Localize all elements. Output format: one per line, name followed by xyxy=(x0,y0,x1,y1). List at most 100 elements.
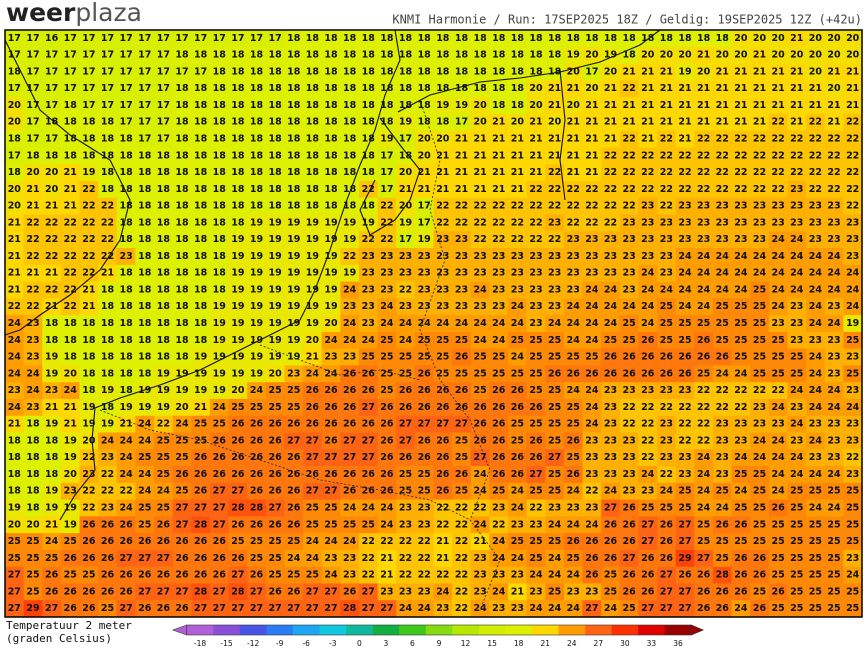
temp-label: 24 xyxy=(380,301,394,312)
temp-label: 21 xyxy=(492,150,505,161)
temp-cell xyxy=(116,180,136,199)
temp-cell xyxy=(414,281,434,299)
temp-label: 18 xyxy=(82,134,96,145)
temp-label: 26 xyxy=(64,586,78,597)
temp-label: 23 xyxy=(45,385,58,396)
temp-cell xyxy=(582,164,602,182)
temp-cell xyxy=(396,147,416,165)
temp-label: 27 xyxy=(418,419,431,430)
temp-cell xyxy=(5,197,25,215)
temp-label: 18 xyxy=(157,234,171,245)
temp-label: 22 xyxy=(809,134,822,145)
temp-label: 17 xyxy=(45,66,58,77)
temp-cell xyxy=(284,231,304,249)
temp-cell xyxy=(470,348,490,366)
temp-label: 24 xyxy=(585,402,599,413)
temp-label: 24 xyxy=(343,335,357,346)
temp-label: 24 xyxy=(604,603,618,614)
temp-cell xyxy=(135,80,155,98)
temp-label: 23 xyxy=(623,435,636,446)
temp-label: 22 xyxy=(399,284,412,295)
temp-label: 24 xyxy=(697,502,711,513)
temp-label: 20 xyxy=(734,50,748,61)
temp-label: 22 xyxy=(26,301,39,312)
temp-label: 24 xyxy=(418,603,432,614)
temp-cell xyxy=(154,130,174,148)
temp-cell xyxy=(303,63,323,81)
temp-cell xyxy=(414,147,434,165)
temp-label: 18 xyxy=(287,184,301,195)
temp-label: 19 xyxy=(45,502,58,513)
temp-label: 18 xyxy=(716,33,730,44)
temp-label: 24 xyxy=(846,284,860,295)
temp-label: 27 xyxy=(678,519,691,530)
temp-cell xyxy=(98,214,118,232)
temp-cell xyxy=(228,147,248,165)
temp-label: 24 xyxy=(716,268,730,279)
temp-label: 25 xyxy=(548,419,561,430)
temp-cell xyxy=(582,80,602,98)
temp-cell xyxy=(247,63,267,81)
temp-label: 24 xyxy=(138,469,152,480)
temp-cell xyxy=(377,63,397,81)
temp-label: 25 xyxy=(809,603,822,614)
temp-label: 26 xyxy=(175,469,189,480)
temp-label: 18 xyxy=(287,66,301,77)
temp-label: 25 xyxy=(809,536,822,547)
temp-label: 18 xyxy=(45,469,59,480)
temp-label: 24 xyxy=(697,469,711,480)
temp-label: 19 xyxy=(306,301,319,312)
temp-cell xyxy=(377,298,397,316)
temp-label: 25 xyxy=(8,536,21,547)
colorbar-segment xyxy=(585,625,612,635)
temp-label: 22 xyxy=(660,184,673,195)
colorbar-segment xyxy=(425,625,453,635)
temp-cell xyxy=(172,197,192,215)
temp-label: 26 xyxy=(716,519,730,530)
temp-label: 25 xyxy=(846,368,859,379)
temp-label: 25 xyxy=(809,553,822,564)
temp-cell xyxy=(303,164,323,182)
temp-label: 24 xyxy=(790,385,804,396)
temp-cell xyxy=(452,164,472,182)
temp-label: 25 xyxy=(846,335,859,346)
temp-label: 18 xyxy=(138,335,152,346)
temp-cell xyxy=(768,315,788,333)
temp-cell xyxy=(843,214,863,232)
temp-label: 24 xyxy=(827,318,841,329)
temp-cell xyxy=(731,231,751,249)
temp-label: 22 xyxy=(362,536,375,547)
temp-label: 26 xyxy=(436,435,450,446)
colorbar-segment xyxy=(478,625,506,635)
temp-cell xyxy=(675,315,695,333)
temp-label: 23 xyxy=(529,251,542,262)
temp-label: 24 xyxy=(809,251,823,262)
temp-cell xyxy=(79,298,99,316)
temp-label: 26 xyxy=(660,536,674,547)
temp-label: 21 xyxy=(529,150,542,161)
temp-cell xyxy=(247,298,267,316)
temp-label: 18 xyxy=(175,201,189,212)
temp-label: 23 xyxy=(567,234,580,245)
temp-cell xyxy=(712,331,733,350)
temp-cell xyxy=(340,46,360,65)
temp-label: 21 xyxy=(809,100,822,111)
temp-label: 26 xyxy=(473,419,487,430)
temp-label: 27 xyxy=(604,502,617,513)
temp-label: 25 xyxy=(26,570,39,581)
temp-label: 27 xyxy=(529,469,542,480)
temp-label: 18 xyxy=(511,100,525,111)
temp-cell xyxy=(787,113,807,132)
temp-cell xyxy=(303,180,323,199)
temp-label: 18 xyxy=(45,435,59,446)
temp-label: 25 xyxy=(8,553,21,564)
temp-cell xyxy=(191,315,211,333)
temp-cell xyxy=(526,331,546,350)
temp-cell xyxy=(806,231,826,249)
temp-label: 23 xyxy=(772,318,785,329)
temp-label: 26 xyxy=(82,536,96,547)
temp-cell xyxy=(414,97,434,115)
temp-label: 20 xyxy=(772,50,786,61)
temp-label: 26 xyxy=(287,452,301,463)
temp-label: 22 xyxy=(734,184,747,195)
